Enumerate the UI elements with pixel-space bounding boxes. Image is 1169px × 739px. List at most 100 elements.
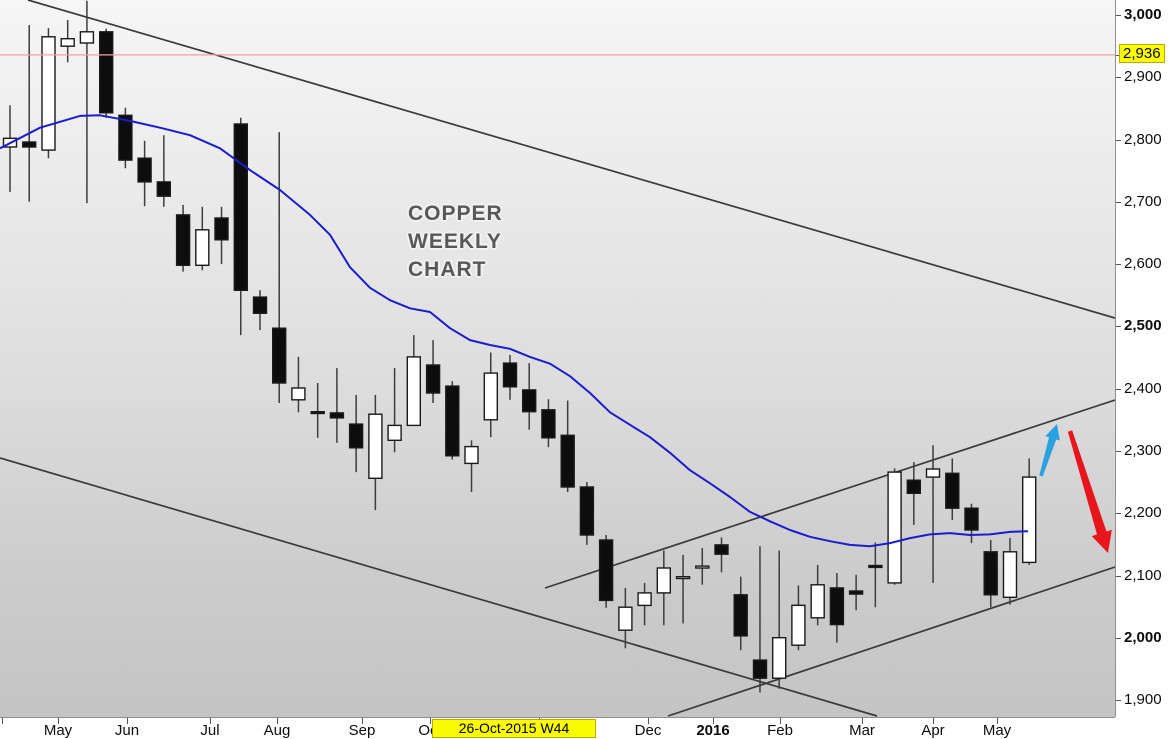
month-label: Aug bbox=[263, 722, 291, 739]
candle bbox=[272, 132, 287, 403]
chart-canvas[interactable]: COPPER WEEKLY CHART bbox=[0, 0, 1115, 717]
price-axis-label: 2,100 bbox=[1124, 566, 1162, 584]
candle bbox=[425, 340, 441, 403]
price-axis-tick bbox=[1116, 264, 1121, 266]
candle bbox=[156, 135, 172, 207]
candle bbox=[964, 503, 979, 544]
price-axis-label: 2,800 bbox=[1124, 130, 1162, 148]
time-axis-tick bbox=[430, 718, 431, 724]
falling-channel-upper bbox=[27, 0, 1115, 319]
bullish-breakout-arrow bbox=[1039, 424, 1060, 477]
candle bbox=[887, 468, 902, 585]
candle bbox=[579, 482, 595, 545]
candle bbox=[368, 394, 383, 511]
chart-title-line2: WEEKLY bbox=[408, 230, 502, 253]
price-axis[interactable]: 3,000 2,936 2,900 2,800 2,700 2,600 2,500 2,400… bbox=[1115, 0, 1169, 717]
month-label: May bbox=[43, 722, 73, 739]
candle bbox=[945, 458, 960, 520]
price-axis-tick bbox=[1116, 513, 1121, 515]
candlestick-chart bbox=[0, 0, 1115, 717]
candle bbox=[925, 445, 941, 583]
time-axis-tick bbox=[997, 718, 998, 724]
month-label: Mar bbox=[849, 722, 875, 739]
candle bbox=[810, 564, 825, 626]
rising-channel-upper bbox=[544, 399, 1115, 589]
price-axis-label: 2,500 bbox=[1124, 317, 1162, 335]
axis-corner bbox=[1115, 717, 1169, 739]
candle bbox=[98, 28, 114, 118]
candles-layer bbox=[2, 0, 1037, 693]
candle bbox=[233, 117, 249, 336]
price-axis-tick bbox=[1116, 575, 1121, 577]
price-axis-tick bbox=[1116, 77, 1121, 79]
bearish-rejection-arrow bbox=[1067, 430, 1112, 553]
time-axis-tick bbox=[2, 718, 3, 724]
candle bbox=[310, 383, 325, 438]
candle bbox=[791, 585, 806, 651]
highlighted-price-label: 2,936 bbox=[1119, 44, 1165, 64]
chart-title: COPPER WEEKLY CHART bbox=[408, 200, 503, 284]
candle bbox=[214, 206, 229, 265]
price-axis-tick bbox=[1116, 450, 1121, 452]
candle bbox=[2, 105, 18, 192]
candle bbox=[522, 363, 537, 430]
month-label: Feb bbox=[767, 722, 793, 739]
chart-title-line1: COPPER bbox=[408, 202, 503, 225]
candle bbox=[445, 381, 460, 460]
price-axis-tick bbox=[1116, 388, 1121, 390]
candle bbox=[329, 368, 345, 443]
time-axis-tick bbox=[127, 718, 128, 724]
candle bbox=[772, 550, 787, 689]
chart-title-line3: CHART bbox=[408, 258, 487, 281]
candle bbox=[60, 20, 75, 63]
candle bbox=[406, 335, 421, 427]
candle bbox=[618, 587, 633, 649]
price-axis-label: 2,400 bbox=[1124, 379, 1162, 397]
price-axis-label: 2,900 bbox=[1124, 68, 1162, 86]
time-axis-tick bbox=[210, 718, 211, 724]
candle bbox=[22, 25, 37, 202]
price-axis-tick bbox=[1116, 326, 1121, 328]
candle bbox=[137, 140, 152, 207]
candle bbox=[387, 368, 402, 453]
candle bbox=[829, 573, 845, 643]
candle bbox=[41, 28, 56, 159]
candle bbox=[695, 548, 710, 585]
falling-channel-lower bbox=[0, 457, 878, 717]
price-axis-tick bbox=[1116, 139, 1121, 141]
price-axis-label: 2,000 bbox=[1124, 628, 1162, 646]
candle bbox=[502, 355, 518, 400]
time-axis-tick bbox=[362, 718, 363, 724]
price-axis-label: 2,600 bbox=[1124, 255, 1162, 273]
price-axis-tick bbox=[1116, 15, 1121, 16]
trendlines-layer bbox=[0, 0, 1115, 717]
candle bbox=[252, 290, 268, 331]
time-axis-tick bbox=[780, 718, 781, 724]
candle bbox=[348, 394, 364, 473]
time-axis-tick bbox=[933, 718, 934, 724]
price-axis-tick bbox=[1116, 54, 1121, 56]
month-label: May bbox=[982, 722, 1012, 739]
price-axis-tick bbox=[1116, 700, 1121, 701]
candle bbox=[656, 550, 671, 626]
rising-channel-lower bbox=[667, 566, 1115, 717]
month-label: Apr bbox=[921, 722, 945, 739]
arrows-layer bbox=[1039, 424, 1112, 553]
price-axis-label: 2,200 bbox=[1124, 504, 1162, 522]
candle bbox=[560, 400, 575, 492]
candle bbox=[675, 554, 691, 624]
price-axis-label: 2,700 bbox=[1124, 192, 1162, 210]
candle bbox=[464, 440, 479, 492]
highlighted-date-label: 26-Oct-2015 W44 bbox=[432, 719, 596, 738]
candle bbox=[637, 582, 652, 626]
candle bbox=[291, 356, 306, 413]
time-axis-tick bbox=[277, 718, 278, 724]
time-axis-tick bbox=[58, 718, 59, 724]
price-axis-tick bbox=[1116, 201, 1121, 203]
candle bbox=[598, 535, 614, 608]
time-axis[interactable]: May Jun Jul Aug Sep Oct Dec 2016 Feb Mar Apr May 26-… bbox=[0, 717, 1115, 739]
candle bbox=[733, 576, 748, 651]
time-axis-tick bbox=[862, 718, 863, 724]
price-axis-label: 1,900 bbox=[1124, 691, 1162, 708]
